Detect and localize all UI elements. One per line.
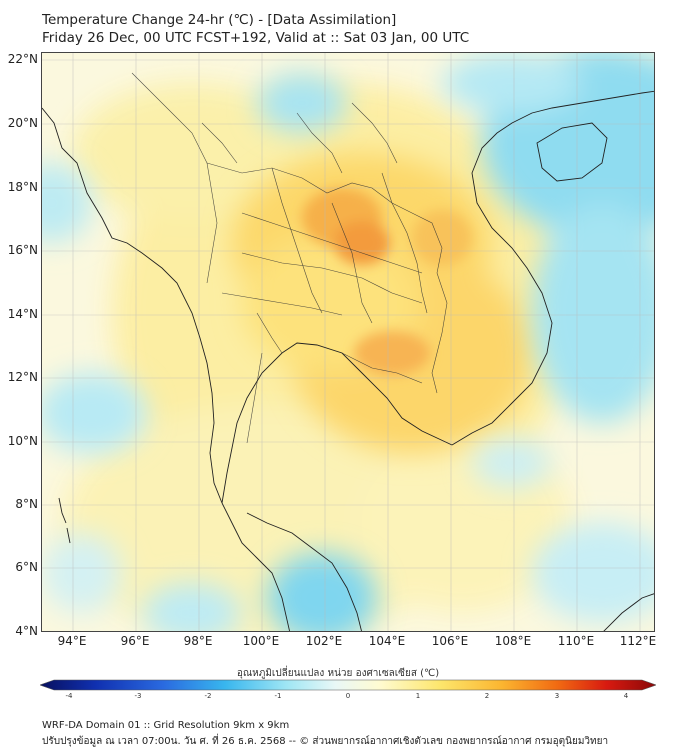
lat-label-14n: 14°N bbox=[7, 307, 38, 321]
lon-label-102e: 102°E bbox=[305, 634, 343, 648]
footer-model-info: WRF-DA Domain 01 :: Grid Resolution 9km … bbox=[42, 720, 290, 731]
map-panel bbox=[41, 52, 655, 632]
map-title: Temperature Change 24-hr (℃) - [Data Ass… bbox=[42, 12, 397, 28]
lon-label-110e: 110°E bbox=[557, 634, 595, 648]
lat-label-20n: 20°N bbox=[7, 116, 38, 130]
colorbar-tick: -3 bbox=[134, 692, 142, 700]
colorbar-tick: -2 bbox=[204, 692, 212, 700]
colorbar-tick: 2 bbox=[484, 692, 490, 700]
lat-label-22n: 22°N bbox=[7, 52, 38, 66]
lon-label-104e: 104°E bbox=[368, 634, 406, 648]
colorbar-tick: 1 bbox=[415, 692, 421, 700]
colorbar-title: อุณหภูมิเปลี่ยนแปลง หน่วย องศาเซลเซียส (… bbox=[236, 668, 440, 679]
lat-label-6n: 6°N bbox=[15, 560, 38, 574]
colorbar-tick: 4 bbox=[623, 692, 629, 700]
lat-label-16n: 16°N bbox=[7, 243, 38, 257]
coastlines bbox=[42, 90, 654, 631]
colorbar-tick: 3 bbox=[554, 692, 560, 700]
map-subtitle: Friday 26 Dec, 00 UTC FCST+192, Valid at… bbox=[42, 30, 470, 46]
lat-label-8n: 8°N bbox=[15, 497, 38, 511]
colorbar-tick: -1 bbox=[274, 692, 282, 700]
admin-borders bbox=[131, 72, 448, 444]
lon-label-96e: 96°E bbox=[120, 634, 150, 648]
lat-label-18n: 18°N bbox=[7, 180, 38, 194]
lon-label-108e: 108°E bbox=[494, 634, 532, 648]
colorbar bbox=[40, 679, 656, 691]
lon-label-94e: 94°E bbox=[57, 634, 87, 648]
temperature-change-map bbox=[42, 53, 654, 631]
graticule bbox=[42, 53, 654, 631]
colorbar-tick: -4 bbox=[65, 692, 73, 700]
lat-label-4n: 4°N bbox=[15, 624, 38, 638]
lat-label-12n: 12°N bbox=[7, 370, 38, 384]
footer-credit: ปรับปรุงข้อมูล ณ เวลา 07:00น. วัน ศ. ที่… bbox=[42, 736, 609, 747]
lon-label-106e: 106°E bbox=[431, 634, 469, 648]
colorbar-tick: 0 bbox=[345, 692, 351, 700]
lon-label-100e: 100°E bbox=[242, 634, 280, 648]
lat-label-10n: 10°N bbox=[7, 434, 38, 448]
lon-label-112e: 112°E bbox=[619, 634, 657, 648]
lon-label-98e: 98°E bbox=[183, 634, 213, 648]
